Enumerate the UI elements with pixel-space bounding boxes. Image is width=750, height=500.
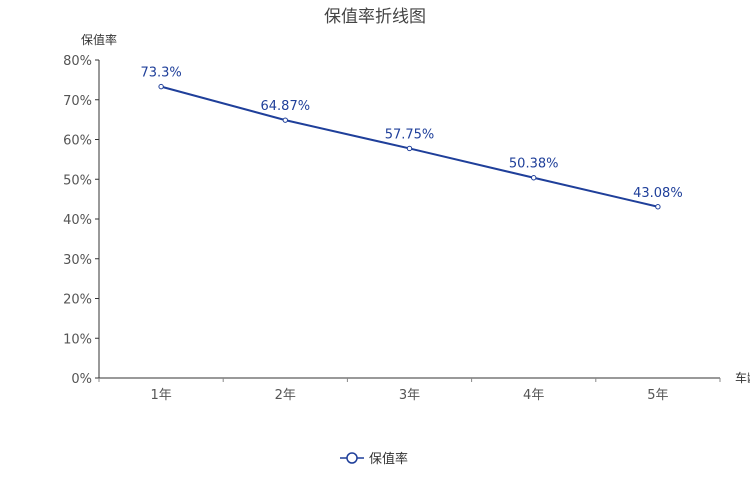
data-point — [655, 204, 661, 210]
y-tick-label: 70% — [63, 94, 92, 109]
data-label: 50.38% — [509, 157, 559, 172]
y-tick-label: 0% — [71, 372, 92, 387]
x-tick-label: 1年 — [150, 388, 171, 403]
y-tick-label: 30% — [63, 253, 92, 268]
y-tick-label: 20% — [63, 293, 92, 308]
data-point — [531, 175, 537, 181]
y-tick-label: 60% — [63, 134, 92, 149]
data-label: 43.08% — [633, 186, 683, 201]
legend[interactable]: 保值率 — [340, 451, 408, 467]
x-tick-label: 5年 — [647, 388, 668, 403]
data-point — [406, 145, 413, 152]
x-tick-label: 3年 — [399, 388, 420, 403]
data-point — [282, 117, 288, 123]
legend-circle-icon — [346, 452, 358, 464]
y-tick-label: 80% — [63, 54, 92, 69]
legend-label: 保值率 — [369, 451, 408, 467]
chart-title: 保值率折线图 — [324, 7, 426, 27]
y-tick-label: 10% — [63, 332, 92, 347]
y-tick-label: 50% — [63, 173, 92, 188]
y-tick-label: 40% — [63, 213, 92, 228]
data-label: 73.3% — [140, 66, 181, 81]
data-label: 64.87% — [261, 99, 311, 114]
y-axis-label: 保值率 — [81, 32, 117, 47]
x-tick-label: 4年 — [523, 388, 544, 403]
x-tick-label: 2年 — [275, 388, 296, 403]
x-axis-label: 车龄 — [735, 370, 750, 385]
data-point — [158, 83, 164, 90]
data-label: 57.75% — [385, 127, 435, 142]
